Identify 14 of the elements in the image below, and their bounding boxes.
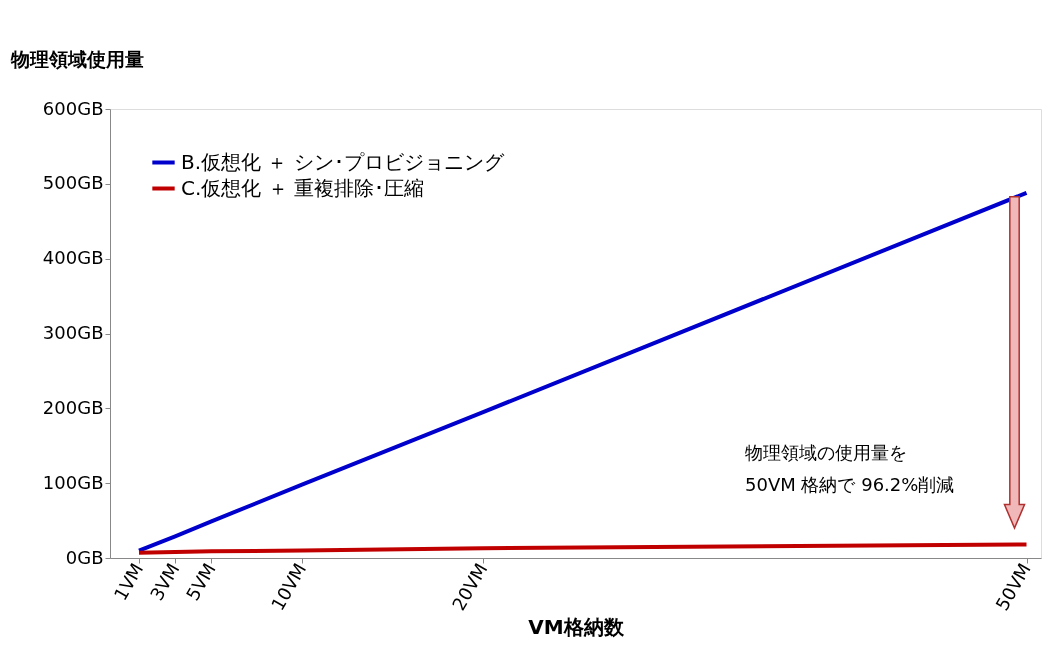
y-tick-label: 0GB <box>65 546 104 568</box>
legend-label: C.仮想化 ＋ 重複排除･圧縮 <box>181 175 425 200</box>
x-axis-title: VM格納数 <box>528 614 625 639</box>
annotation: 50VM 格納で 96.2%削減 <box>745 474 955 495</box>
y-tick-label: 100GB <box>42 471 104 493</box>
legend-label: B.仮想化 ＋ シン･プロビジョニング <box>181 149 505 174</box>
y-tick-label: 300GB <box>42 322 104 343</box>
y-axis-title: 物理領域使用量 <box>9 47 144 70</box>
y-tick-label: 500GB <box>42 172 104 194</box>
annotation: 物理領域の使用量を <box>745 442 907 463</box>
y-tick-label: 400GB <box>42 247 104 269</box>
y-tick-label: 600GB <box>42 97 104 119</box>
y-tick-label: 200GB <box>42 396 104 418</box>
line-series <box>136 542 1029 555</box>
